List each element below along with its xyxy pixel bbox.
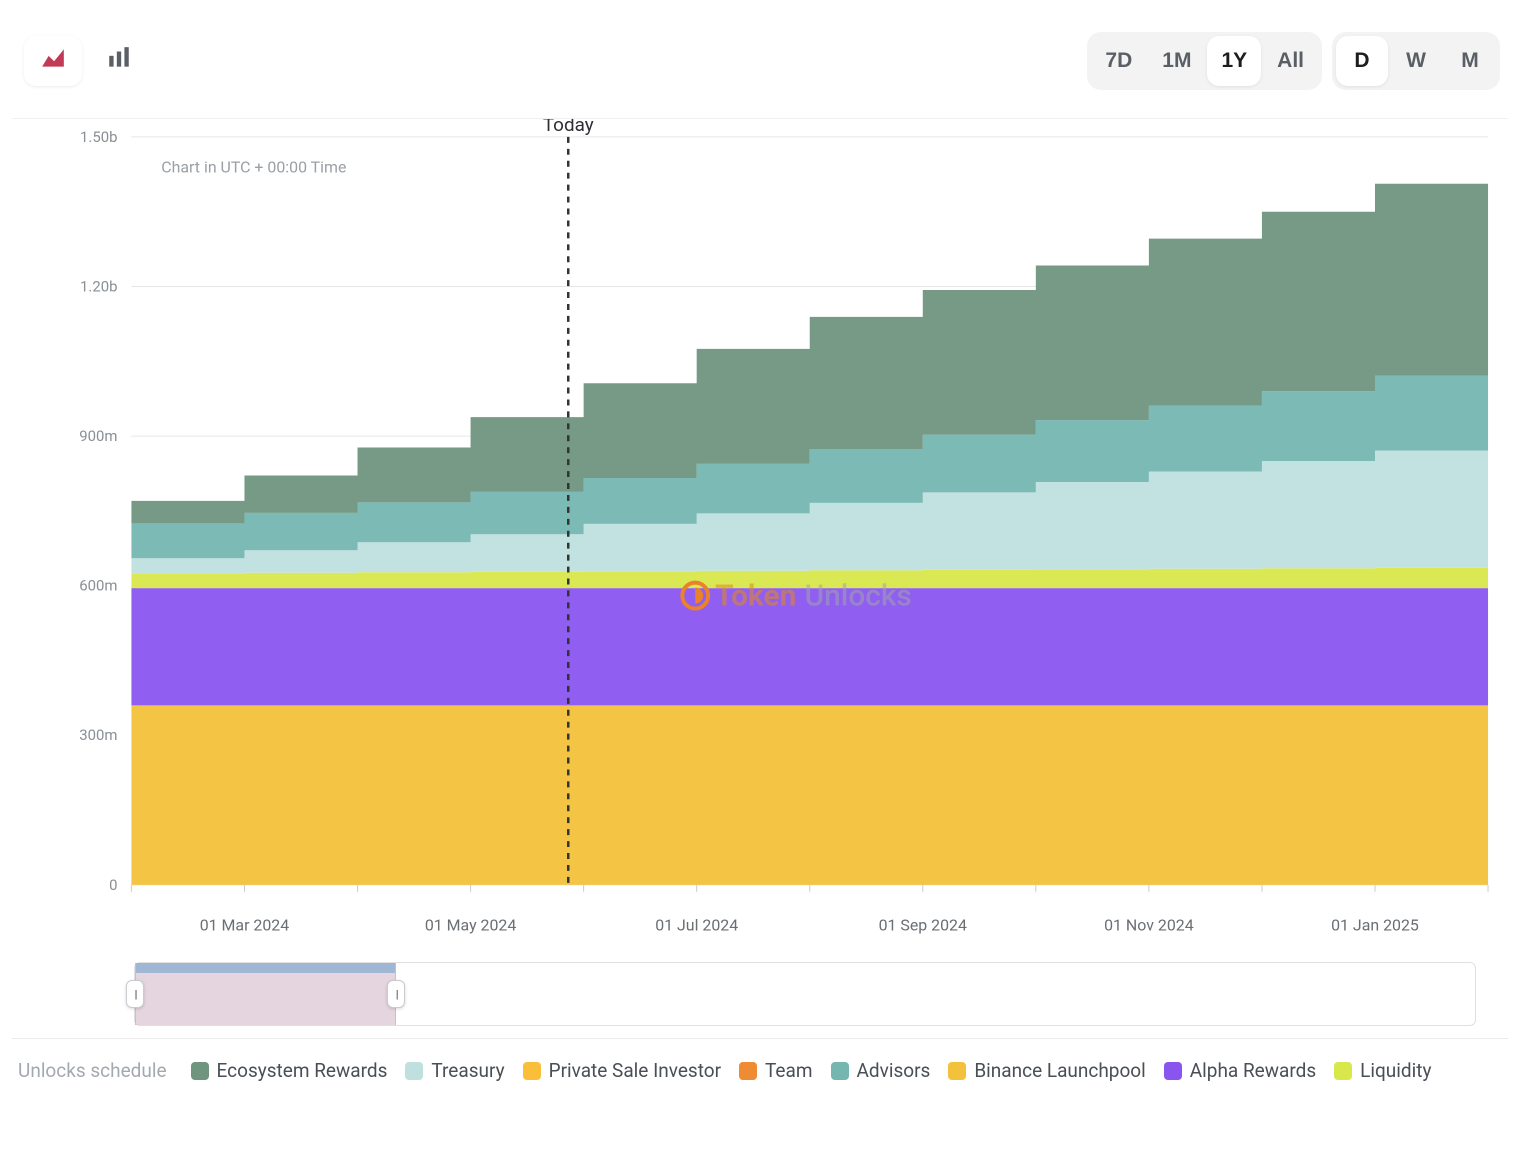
legend-item-liquidity[interactable]: Liquidity (1334, 1059, 1431, 1082)
x-tick-label: 01 Jan 2025 (1331, 916, 1419, 935)
legend: Unlocks schedule Ecosystem Rewards Treasu… (12, 1038, 1508, 1112)
area-view-button[interactable] (24, 36, 82, 86)
legend-item-binance-launchpool[interactable]: Binance Launchpool (948, 1059, 1145, 1082)
chart-area: 0 300m 600m 900m 1.20b 1.50b Token Unlocks Today… (24, 119, 1496, 1026)
legend-title: Unlocks schedule (18, 1059, 167, 1082)
chart-note: Chart in UTC + 00:00 Time (161, 158, 346, 177)
x-tick-label: 01 May 2024 (425, 916, 517, 935)
granularity-button-d[interactable]: D (1336, 36, 1388, 86)
unlock-chart[interactable]: 0 300m 600m 900m 1.20b 1.50b Token Unlocks Today… (24, 119, 1496, 954)
range-selection[interactable] (135, 963, 396, 1025)
legend-swatch (191, 1062, 209, 1080)
legend-swatch (948, 1062, 966, 1080)
legend-label: Team (765, 1059, 813, 1082)
x-tick-label: 01 Jul 2024 (655, 916, 738, 935)
legend-label: Private Sale Investor (549, 1059, 721, 1082)
y-tick-label: 900m (79, 427, 117, 445)
toolbar-right: 7D1M1YAll DWM (1087, 32, 1500, 90)
granularity-button-group: DWM (1332, 32, 1500, 90)
toolbar-left (20, 32, 152, 90)
range-slider[interactable] (134, 962, 1476, 1026)
range-mini-bar (136, 963, 395, 973)
legend-label: Liquidity (1360, 1059, 1431, 1082)
svg-text:Unlocks: Unlocks (805, 579, 912, 614)
range-body (136, 973, 395, 1025)
range-button-all[interactable]: All (1263, 36, 1318, 86)
legend-label: Ecosystem Rewards (217, 1059, 388, 1082)
legend-swatch (831, 1062, 849, 1080)
legend-item-team[interactable]: Team (739, 1059, 813, 1082)
toolbar: 7D1M1YAll DWM (12, 20, 1508, 119)
range-handle-left[interactable] (126, 980, 144, 1008)
legend-label: Alpha Rewards (1190, 1059, 1316, 1082)
legend-swatch (523, 1062, 541, 1080)
bars-icon (106, 45, 132, 77)
svg-text:Token: Token (715, 579, 796, 614)
view-button-group (20, 32, 152, 90)
granularity-button-m[interactable]: M (1444, 36, 1496, 86)
range-button-group: 7D1M1YAll (1087, 32, 1322, 90)
series-binance_launchpool[interactable] (131, 705, 1488, 885)
y-tick-label: 600m (79, 577, 117, 595)
legend-swatch (1164, 1062, 1182, 1080)
legend-item-alpha-rewards[interactable]: Alpha Rewards (1164, 1059, 1316, 1082)
range-handle-right[interactable] (387, 980, 405, 1008)
granularity-button-w[interactable]: W (1390, 36, 1442, 86)
legend-item-treasury[interactable]: Treasury (405, 1059, 504, 1082)
x-tick-label: 01 Nov 2024 (1104, 916, 1194, 935)
bar-view-button[interactable] (90, 36, 148, 86)
legend-item-ecosystem-rewards[interactable]: Ecosystem Rewards (191, 1059, 388, 1082)
legend-label: Treasury (431, 1059, 504, 1082)
y-tick-label: 1.20b (80, 277, 117, 295)
range-button-7d[interactable]: 7D (1091, 36, 1146, 86)
y-tick-label: 0 (109, 876, 117, 894)
x-tick-label: 01 Mar 2024 (200, 916, 290, 935)
legend-item-private-sale-investor[interactable]: Private Sale Investor (523, 1059, 721, 1082)
today-label: Today (543, 119, 594, 136)
legend-swatch (1334, 1062, 1352, 1080)
y-tick-label: 1.50b (80, 128, 117, 146)
legend-label: Binance Launchpool (974, 1059, 1145, 1082)
legend-swatch (739, 1062, 757, 1080)
legend-label: Advisors (857, 1059, 931, 1082)
x-tick-label: 01 Sep 2024 (879, 916, 967, 935)
legend-swatch (405, 1062, 423, 1080)
legend-item-advisors[interactable]: Advisors (831, 1059, 931, 1082)
area-icon (40, 45, 66, 77)
range-button-1m[interactable]: 1M (1148, 36, 1205, 86)
range-button-1y[interactable]: 1Y (1207, 36, 1261, 86)
y-tick-label: 300m (79, 726, 117, 744)
app-root: 7D1M1YAll DWM 0 300m 600m 900m 1.20b 1.50b Tok… (0, 0, 1520, 1124)
